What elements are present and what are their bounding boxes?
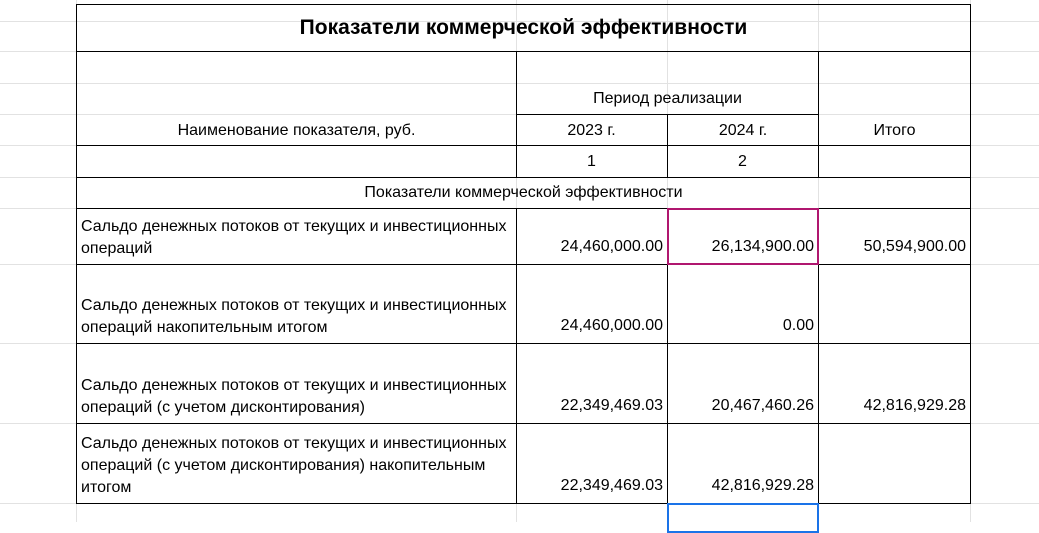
table-cell-total[interactable] [818,264,971,344]
table-row-name[interactable]: Сальдо денежных потоков от текущих и инв… [76,208,517,265]
table-cell-2024[interactable]: 20,467,460.26 [667,343,819,424]
header-total[interactable]: Итого [818,51,971,146]
table-cell-2023[interactable]: 22,349,469.03 [516,423,668,504]
active-cell-selection[interactable] [667,503,819,533]
numbering-cell-1[interactable]: 1 [516,145,668,178]
table-cell-total[interactable]: 50,594,900.00 [818,208,971,265]
collaborator-selection-highlight [667,208,819,265]
header-period[interactable]: Период реализации [516,51,819,115]
spreadsheet-table: Показатели коммерческой эффективности На… [76,4,971,533]
table-cell-2023[interactable]: 24,460,000.00 [516,208,668,265]
table-row-name[interactable]: Сальдо денежных потоков от текущих и инв… [76,343,517,424]
numbering-cell-2[interactable]: 2 [667,145,819,178]
table-cell-2023[interactable]: 22,349,469.03 [516,343,668,424]
header-name-column[interactable]: Наименование показателя, руб. [76,51,517,146]
table-row-name[interactable]: Сальдо денежных потоков от текущих и инв… [76,264,517,344]
table-cell-2024[interactable]: 0.00 [667,264,819,344]
header-year-2024[interactable]: 2024 г. [718,122,768,139]
numbering-total-blank-cell[interactable] [818,145,971,178]
table-row-name[interactable]: Сальдо денежных потоков от текущих и инв… [76,423,517,504]
table-cell-2024[interactable]: 42,816,929.28 [667,423,819,504]
table-cell-total[interactable]: 42,816,929.28 [818,343,971,424]
table-title[interactable]: Показатели коммерческой эффективности [76,4,971,52]
header-year-2023[interactable]: 2023 г. [516,114,668,146]
table-cell-total[interactable] [818,423,971,504]
table-cell-2023[interactable]: 24,460,000.00 [516,264,668,344]
section-header[interactable]: Показатели коммерческой эффективности [76,177,971,209]
numbering-blank-cell[interactable] [76,145,517,178]
